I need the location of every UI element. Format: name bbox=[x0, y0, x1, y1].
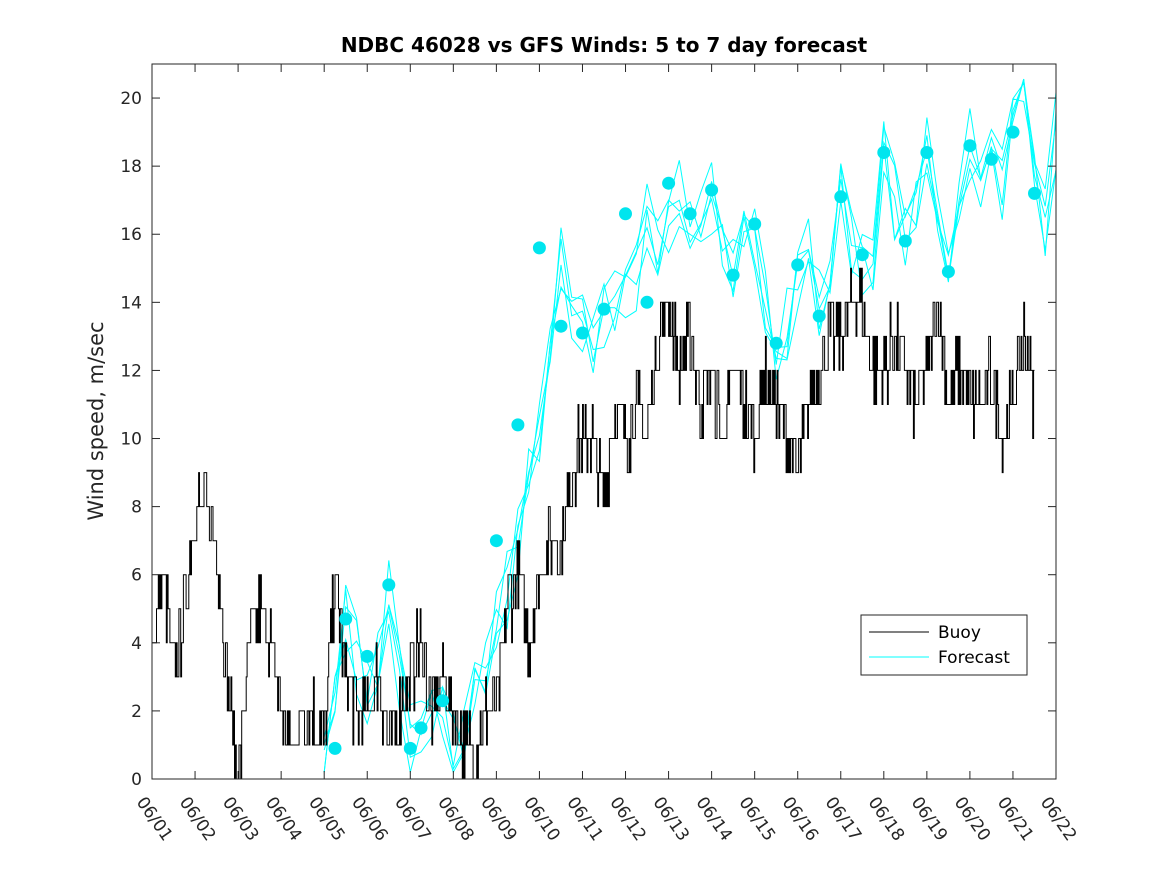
forecast-marker bbox=[1006, 125, 1020, 139]
forecast-marker bbox=[920, 146, 934, 159]
axes-box bbox=[151, 63, 1057, 780]
forecast-marker bbox=[769, 336, 783, 350]
forecast-marker bbox=[1028, 186, 1041, 200]
chart-title: NDBC 46028 vs GFS Winds: 5 to 7 day fore… bbox=[341, 33, 868, 57]
y-tick-label: 18 bbox=[120, 157, 142, 177]
forecast-marker bbox=[339, 612, 353, 626]
forecast-marker bbox=[403, 741, 417, 755]
y-axis-label: Wind speed, m/sec bbox=[84, 321, 108, 520]
forecast-marker bbox=[984, 152, 998, 166]
forecast-marker bbox=[662, 176, 676, 190]
legend-buoy-label: Buoy bbox=[938, 623, 981, 643]
forecast-marker bbox=[834, 190, 848, 204]
y-tick-label: 8 bbox=[131, 498, 142, 518]
legend-forecast-label: Forecast bbox=[938, 648, 1010, 668]
plot-area bbox=[152, 78, 1057, 780]
y-tick-label: 12 bbox=[120, 361, 142, 381]
y-tick-label: 20 bbox=[120, 89, 142, 109]
forecast-marker bbox=[705, 183, 719, 197]
forecast-marker bbox=[436, 694, 450, 708]
y-tick-label: 6 bbox=[131, 566, 142, 586]
forecast-line bbox=[323, 79, 1057, 774]
forecast-marker bbox=[640, 295, 654, 309]
y-tick-label: 2 bbox=[131, 702, 142, 722]
forecast-marker bbox=[576, 326, 589, 340]
forecast-marker bbox=[963, 139, 977, 153]
legend: Buoy Forecast bbox=[860, 614, 1028, 676]
forecast-marker bbox=[554, 319, 568, 333]
forecast-marker bbox=[597, 302, 611, 316]
forecast-marker bbox=[791, 258, 805, 272]
y-tick-label: 10 bbox=[120, 430, 142, 450]
forecast-marker bbox=[877, 146, 891, 159]
forecast-marker bbox=[532, 241, 546, 255]
forecast-marker bbox=[511, 418, 525, 432]
y-tick-label: 4 bbox=[131, 634, 142, 654]
forecast-marker bbox=[748, 217, 762, 231]
forecast-line bbox=[323, 81, 1057, 773]
y-tick-label: 14 bbox=[120, 293, 142, 313]
forecast-marker bbox=[360, 649, 374, 663]
forecast-marker bbox=[726, 268, 740, 282]
forecast-marker bbox=[683, 207, 697, 221]
forecast-marker bbox=[619, 207, 632, 221]
forecast-line bbox=[323, 78, 1057, 771]
forecast-marker bbox=[855, 248, 869, 262]
forecast-marker bbox=[489, 534, 503, 548]
y-tick-label: 16 bbox=[120, 225, 142, 245]
forecast-marker bbox=[898, 234, 912, 248]
legend-box bbox=[860, 614, 1028, 676]
forecast-marker bbox=[941, 265, 955, 279]
forecast-marker bbox=[382, 578, 396, 592]
buoy-line bbox=[152, 267, 1035, 780]
y-tick-label: 0 bbox=[131, 770, 142, 790]
forecast-marker bbox=[414, 721, 428, 735]
forecast-marker bbox=[328, 741, 342, 755]
forecast-marker bbox=[812, 309, 826, 323]
